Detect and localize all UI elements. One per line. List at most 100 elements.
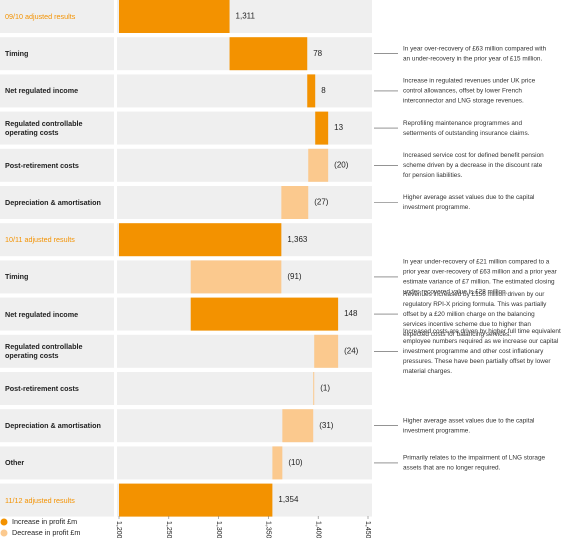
category-label: Timing — [5, 49, 29, 59]
note-line: In year under-recovery of £21 million co… — [403, 259, 550, 266]
row-band — [0, 446, 114, 480]
note-line: services incentive scheme due to higher … — [403, 321, 531, 328]
note-line: an under-recovery in the prior year of £… — [403, 55, 542, 62]
x-tick-label: 1,400 — [314, 521, 321, 538]
legend-swatch — [0, 518, 8, 526]
bar — [190, 297, 339, 331]
row-band — [117, 446, 372, 480]
row-band — [0, 111, 114, 145]
category-label: 10/11 adjusted results — [5, 235, 75, 245]
row-band — [0, 0, 114, 33]
note-line: Primarily relates to the impairment of L… — [403, 455, 546, 462]
row-band — [0, 483, 114, 517]
category-label: Net regulated income — [5, 309, 79, 319]
note-line: investment programme. — [403, 204, 470, 211]
row-band — [0, 37, 114, 71]
value-label: (1) — [320, 384, 330, 393]
row-band — [117, 74, 372, 108]
note-line: Reprofiling maintenance programmes and — [403, 120, 522, 127]
x-tick-label: 1,450 — [364, 521, 371, 538]
category-label: Regulated controllable operating costs — [5, 342, 83, 361]
x-tick-label: 1,350 — [265, 521, 272, 538]
category-label: Timing — [5, 272, 29, 282]
row-band — [117, 148, 372, 182]
bar — [190, 260, 282, 294]
note-line: scheme driven by a decrease in the disco… — [403, 162, 543, 169]
row-band — [0, 372, 114, 405]
value-label: (27) — [314, 198, 329, 207]
row-band — [0, 148, 114, 182]
bar — [281, 186, 309, 219]
note-line: prior year over-recovery of £63 million … — [403, 269, 558, 276]
note-line: estimate variance of £7 million. The est… — [403, 279, 555, 286]
value-label: (91) — [287, 272, 302, 281]
category-label: Depreciation & amortisation — [5, 198, 101, 207]
note-line: control allowances, offset by lower Fren… — [403, 88, 522, 95]
bar — [315, 111, 329, 145]
bar — [119, 223, 282, 257]
category-label: Regulated controllable operating costs — [5, 119, 83, 138]
bar — [313, 372, 315, 405]
note-line: for pension liabilities. — [403, 172, 463, 179]
bar — [314, 334, 339, 368]
value-label: 1,363 — [287, 235, 308, 244]
x-tick-label: 1,200 — [115, 521, 122, 538]
bar — [119, 483, 273, 517]
category-label: 11/12 adjusted results — [5, 495, 75, 505]
row-band — [117, 409, 372, 443]
bar — [229, 37, 308, 71]
value-label: (10) — [288, 458, 303, 467]
value-label: 148 — [344, 309, 358, 318]
category-label: Post-retirement costs — [5, 384, 79, 393]
bar — [119, 0, 230, 33]
value-label: (20) — [334, 160, 349, 169]
note-line: offset by a £20 million charge on the ba… — [403, 311, 535, 318]
note-line: investment programme. — [403, 427, 470, 434]
note-line: Increased costs are driven by higher ful… — [403, 328, 561, 335]
note-line: Higher average asset values due to the c… — [403, 194, 534, 201]
note-line: Increased service cost for defined benef… — [403, 152, 544, 159]
value-label: 78 — [313, 49, 322, 58]
category-label: Depreciation & amortisation — [5, 421, 101, 431]
note-line: investment programme and other cost infl… — [403, 348, 544, 355]
note-line: under-recovered value is £28 million. — [403, 289, 508, 296]
legend-label: Decrease in profit £m — [12, 528, 80, 537]
value-label: 1,311 — [236, 12, 256, 21]
note-line: regulatory RPI-X pricing formula. This w… — [403, 301, 547, 308]
row-band — [0, 409, 114, 443]
row-band — [0, 186, 114, 219]
note-line: Revenues increased by £156 million drive… — [403, 291, 545, 298]
note-line: Higher average asset values due to the c… — [403, 417, 534, 424]
x-tick-label: 1,300 — [215, 521, 222, 538]
row-band — [0, 74, 114, 108]
row-band — [0, 223, 114, 257]
row-band — [117, 372, 372, 405]
category-label: Net regulated income — [5, 86, 79, 96]
legend-label: Increase in profit £m — [12, 517, 77, 526]
x-tick-label: 1,250 — [165, 521, 172, 538]
bar — [307, 74, 316, 108]
legend-swatch — [0, 529, 8, 537]
value-label: 1,354 — [278, 495, 299, 504]
value-label: 8 — [321, 86, 326, 95]
note-line: material charges. — [403, 368, 452, 375]
note-line: assets that are no longer required. — [403, 465, 501, 472]
note-line: Increase in regulated revenues under UK … — [403, 78, 536, 85]
category-label: Post-retirement costs — [5, 160, 79, 170]
value-label: 13 — [334, 123, 343, 132]
category-label: Other — [5, 458, 25, 468]
value-label: (24) — [344, 346, 359, 355]
note-line: pressures. These have been partially off… — [403, 358, 551, 365]
note-line: interconnector and LNG storage revenues. — [403, 98, 524, 105]
bar — [282, 409, 314, 443]
row-band — [117, 111, 372, 145]
category-label: 09/10 adjusted results — [5, 12, 76, 21]
note-line: employee numbers required as we increase… — [403, 338, 558, 345]
row-band — [117, 186, 372, 219]
row-band — [0, 260, 114, 294]
note-line: setterments of outstanding insurance cla… — [403, 130, 530, 137]
note-line: expected costs for balancing services. — [403, 331, 511, 338]
note-line: In year over-recovery of £63 million com… — [403, 45, 547, 52]
